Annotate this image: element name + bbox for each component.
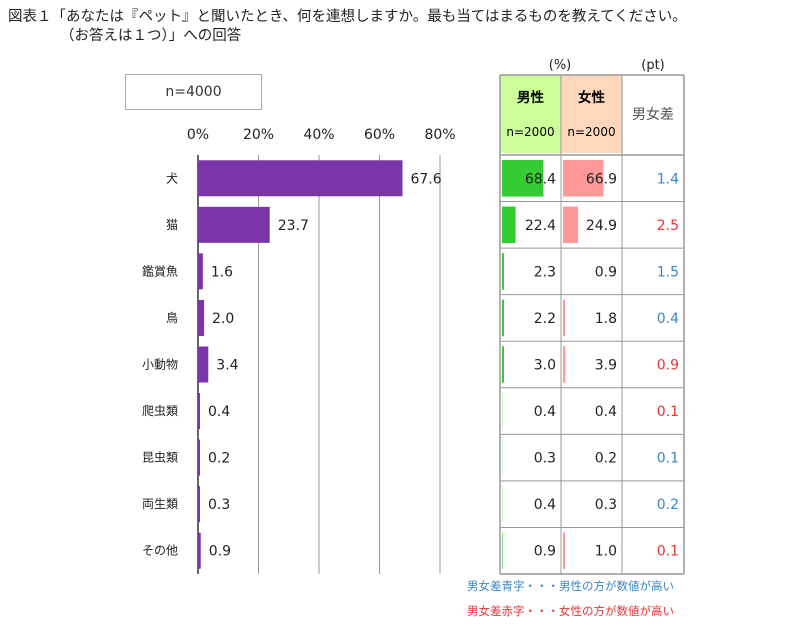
note-red: 男女差赤字・・・女性の方が数値が高い [467, 604, 674, 618]
male-bar [502, 532, 503, 569]
chart-title: 図表１「あなたは『ペット』と聞いたとき、何を連想しますか。最も当てはまるものを教… [8, 8, 687, 46]
male-bar [502, 253, 504, 290]
female-bar [563, 346, 566, 383]
female-header-cell [561, 75, 622, 153]
diff-value: 0.9 [657, 358, 679, 374]
value-label: 23.7 [278, 218, 309, 234]
male-n: n=2000 [506, 125, 554, 139]
diff-value: 0.4 [657, 311, 679, 327]
value-label: 0.2 [208, 451, 230, 467]
female-value: 1.0 [595, 544, 617, 560]
bar [198, 206, 270, 243]
female-value: 0.9 [595, 264, 617, 280]
male-bar [502, 346, 504, 383]
female-bar [563, 160, 604, 197]
category-label: 昆虫類 [142, 451, 178, 465]
bar [198, 160, 403, 197]
male-bar [502, 160, 544, 197]
female-value: 0.3 [595, 497, 617, 513]
female-value: 1.8 [595, 311, 617, 327]
diff-value: 0.1 [657, 451, 679, 467]
female-bar [563, 206, 579, 244]
male-value: 3.0 [534, 358, 556, 374]
category-label: 鳥 [166, 310, 178, 325]
title-line-1: 図表１「あなたは『ペット』と聞いたとき、何を連想しますか。最も当てはまるものを教… [8, 9, 687, 25]
diff-value: 1.4 [657, 171, 679, 187]
bar [198, 486, 200, 523]
category-label: 鑑賞魚 [142, 263, 178, 278]
male-value: 22.4 [525, 218, 556, 234]
male-value: 0.3 [534, 451, 556, 467]
male-value: 2.2 [534, 311, 556, 327]
male-value: 68.4 [525, 171, 556, 187]
category-label: 小動物 [142, 358, 178, 372]
diff-header: 男女差 [632, 106, 674, 123]
x-tick-label: 80% [424, 127, 455, 143]
female-value: 24.9 [586, 218, 617, 234]
male-value: 0.9 [534, 544, 556, 560]
value-label: 0.4 [208, 404, 230, 420]
bar [198, 532, 201, 569]
x-tick-label: 0% [187, 127, 209, 143]
note-blue: 男女差青字・・・男性の方が数値が高い [467, 579, 674, 593]
category-label: 爬虫類 [142, 404, 178, 418]
bar [198, 393, 200, 430]
diff-value: 0.1 [657, 404, 679, 420]
diff-value: 2.5 [657, 218, 679, 234]
pct-unit: (%) [549, 58, 572, 73]
title-line-2: （お答えは１つ）」への回答 [60, 28, 242, 44]
value-label: 3.4 [216, 358, 238, 374]
value-label: 0.3 [208, 497, 230, 513]
male-value: 2.3 [534, 264, 556, 280]
male-bar [502, 206, 516, 244]
bar [198, 253, 203, 290]
diff-value: 0.1 [657, 544, 679, 560]
male-bar [502, 299, 504, 337]
category-label: 猫 [166, 218, 178, 232]
value-label: 0.9 [209, 544, 231, 560]
female-n: n=2000 [567, 125, 615, 139]
male-header: 男性 [517, 89, 545, 106]
x-tick-label: 60% [364, 127, 395, 143]
female-bar [563, 532, 565, 569]
female-value: 0.4 [595, 404, 617, 420]
male-header-cell [500, 75, 561, 153]
x-tick-label: 40% [303, 127, 334, 143]
diff-value: 0.2 [657, 497, 679, 513]
male-value: 0.4 [534, 404, 556, 420]
category-label: その他 [142, 544, 178, 558]
female-value: 66.9 [586, 171, 617, 187]
bar [198, 346, 209, 383]
diff-value: 1.5 [657, 264, 679, 280]
pt-unit: (pt) [641, 58, 665, 73]
category-label: 両生類 [142, 497, 178, 511]
female-value: 3.9 [595, 358, 617, 374]
female-value: 0.2 [595, 451, 617, 467]
bar [198, 439, 200, 476]
bar [198, 299, 205, 336]
female-bar [563, 299, 565, 337]
value-label: 1.6 [211, 264, 233, 280]
category-label: 犬 [166, 171, 178, 185]
male-value: 0.4 [534, 497, 556, 513]
female-header: 女性 [578, 89, 606, 106]
sample-size-box: n=4000 [125, 74, 262, 110]
value-label: 2.0 [212, 311, 234, 327]
x-tick-label: 20% [243, 127, 274, 143]
value-label: 67.6 [410, 171, 441, 187]
